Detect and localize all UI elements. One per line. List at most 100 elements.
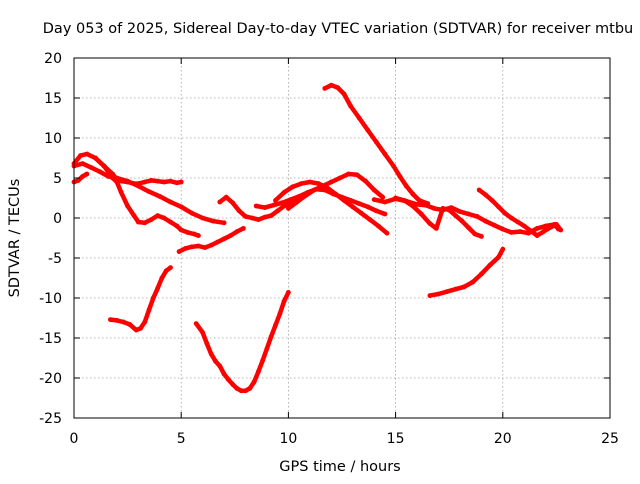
data-point (236, 208, 242, 214)
data-point (234, 386, 240, 391)
x-tick-label: 25 (601, 431, 619, 447)
data-point (401, 198, 407, 203)
y-tick-label: -25 (39, 411, 62, 427)
data-point (213, 358, 218, 364)
data-point (365, 127, 371, 133)
data-point (221, 236, 227, 242)
data-point (403, 183, 409, 189)
data-point (346, 171, 351, 177)
y-tick-label: 20 (44, 51, 62, 67)
data-point (215, 239, 221, 245)
data-point (200, 215, 206, 221)
data-point (189, 244, 195, 250)
data-point (337, 175, 343, 181)
data-point (281, 190, 287, 195)
data-point (221, 371, 227, 377)
data-point (298, 181, 304, 187)
data-point (135, 219, 141, 225)
data-point (294, 199, 300, 205)
data-point (461, 284, 467, 290)
data-point (161, 179, 167, 185)
data-point (118, 190, 124, 195)
data-point (211, 218, 216, 224)
data-point (133, 327, 139, 333)
data-point (75, 178, 81, 183)
plot-frame (73, 57, 611, 419)
data-point (131, 213, 137, 219)
data-point (230, 382, 236, 387)
data-point (268, 213, 274, 219)
data-point (483, 192, 488, 198)
data-point (489, 198, 495, 203)
data-point (256, 217, 261, 223)
data-point (178, 179, 184, 185)
data-point (260, 358, 266, 363)
data-series-trace-7 (193, 290, 291, 394)
data-series-trace-14 (393, 195, 484, 239)
y-tick-label: -10 (39, 291, 62, 307)
data-point (262, 214, 268, 220)
data-point (273, 322, 278, 328)
data-point (440, 206, 446, 211)
data-point (316, 181, 321, 187)
data-point (125, 203, 130, 209)
data-point (433, 226, 439, 231)
data-point (273, 198, 278, 203)
data-point (148, 178, 154, 183)
data-point (431, 206, 437, 211)
data-point (354, 172, 360, 178)
data-point (196, 243, 201, 249)
data-point (453, 213, 458, 219)
data-point (277, 311, 283, 317)
data-point (365, 204, 371, 210)
data-point (479, 234, 484, 239)
data-point (341, 91, 347, 97)
y-tick-label: -5 (48, 251, 62, 267)
data-point (249, 215, 255, 221)
data-point (487, 262, 493, 268)
data-point (148, 217, 154, 223)
data-point (427, 221, 433, 227)
data-point (97, 169, 103, 175)
data-point (114, 318, 120, 323)
data-point (150, 295, 156, 301)
data-point (558, 227, 564, 233)
data-point (416, 198, 422, 203)
data-point (251, 379, 257, 385)
data-point (418, 211, 424, 217)
data-point (333, 191, 338, 197)
data-point (496, 254, 501, 260)
data-point (101, 163, 107, 169)
data-point (226, 377, 231, 382)
data-point (161, 215, 167, 221)
data-point (241, 226, 246, 231)
data-point (427, 293, 433, 298)
data-series-trace-15 (427, 246, 506, 298)
data-point (288, 197, 293, 203)
data-point (534, 233, 540, 239)
data-point (228, 233, 233, 239)
data-point (196, 233, 201, 239)
data-point (189, 210, 195, 216)
data-point (414, 202, 420, 207)
data-point (547, 225, 553, 231)
data-point (108, 317, 113, 322)
data-point (157, 194, 163, 199)
x-tick-label: 15 (387, 431, 405, 447)
data-point (423, 202, 428, 208)
data-point (491, 222, 497, 228)
data-point (125, 178, 130, 184)
y-tick-label: -15 (39, 331, 62, 347)
grid-layer (74, 58, 610, 418)
data-point (168, 265, 173, 270)
data-point (509, 215, 514, 221)
data-point (470, 279, 476, 285)
data-point (168, 178, 173, 184)
data-point (444, 289, 450, 294)
data-point (453, 286, 458, 292)
chart-title: Day 053 of 2025, Sidereal Day-to-day VTE… (43, 21, 633, 37)
data-point (84, 151, 90, 157)
data-point (193, 321, 199, 326)
y-axis-label: SDTVAR / TECUs (7, 179, 23, 298)
